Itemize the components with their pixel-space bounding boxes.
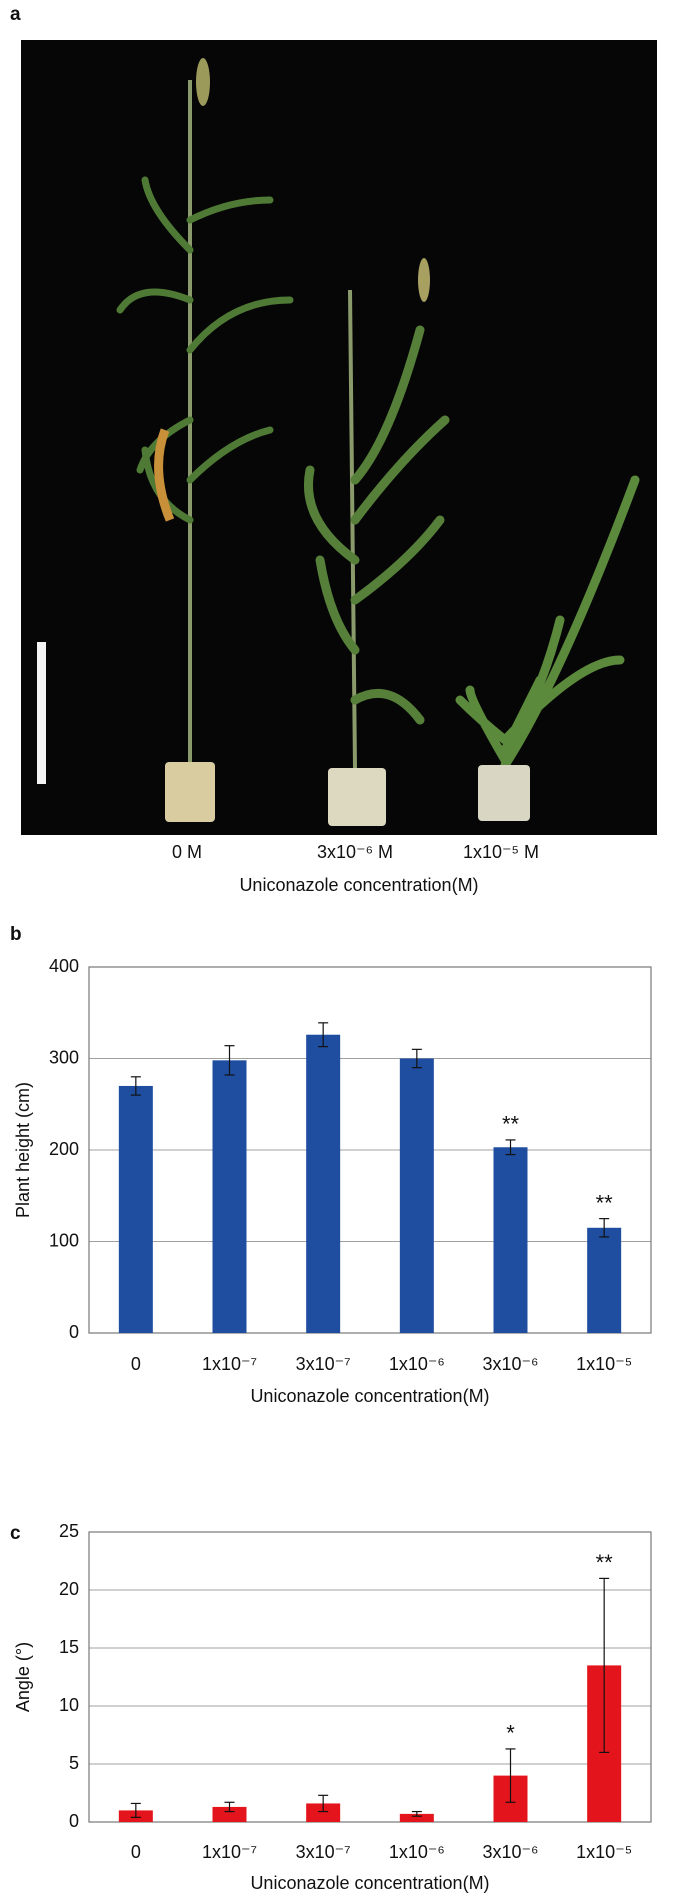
x-tick-label: 3x10⁻⁶ <box>483 1354 539 1374</box>
x-tick-label: 1x10⁻⁷ <box>202 1842 257 1862</box>
significance-label: * <box>506 1721 515 1746</box>
x-axis-title: Uniconazole concentration(M) <box>250 1386 489 1406</box>
bar <box>399 1058 434 1333</box>
x-tick-label: 1x10⁻⁶ <box>389 1354 445 1374</box>
x-axis-title: Uniconazole concentration(M) <box>250 1873 489 1893</box>
panel-label: a <box>10 4 21 25</box>
y-tick-label: 100 <box>49 1230 79 1250</box>
x-tick-label: 1x10⁻⁶ <box>389 1842 445 1862</box>
y-axis-title: Angle (°) <box>13 1642 33 1712</box>
plant-label: 3x10⁻⁶ M <box>317 842 393 862</box>
y-axis-title: Plant height (cm) <box>13 1082 33 1218</box>
x-tick-label: 1x10⁻⁵ <box>576 1354 632 1374</box>
bar <box>306 1803 341 1822</box>
bar <box>399 1813 434 1822</box>
x-tick-label: 3x10⁻⁷ <box>296 1842 351 1862</box>
y-tick-label: 200 <box>49 1139 79 1159</box>
y-tick-label: 400 <box>49 956 79 976</box>
y-tick-label: 0 <box>69 1322 79 1342</box>
y-tick-label: 5 <box>69 1753 79 1773</box>
plant-label: 1x10⁻⁵ M <box>463 842 539 862</box>
x-tick-label: 3x10⁻⁶ <box>483 1842 539 1862</box>
bar <box>118 1085 153 1333</box>
panel-label: b <box>10 924 22 945</box>
significance-label: ** <box>502 1112 520 1137</box>
bar <box>493 1147 528 1333</box>
x-tick-label: 0 <box>131 1354 141 1374</box>
y-tick-label: 20 <box>59 1579 79 1599</box>
significance-label: ** <box>596 1190 614 1215</box>
significance-label: ** <box>596 1550 614 1575</box>
plot-frame <box>88 1531 652 1823</box>
plot-frame <box>88 966 652 1334</box>
bar <box>587 1227 622 1333</box>
y-tick-label: 15 <box>59 1637 79 1657</box>
x-tick-label: 1x10⁻⁵ <box>576 1842 632 1862</box>
x-tick-label: 3x10⁻⁷ <box>296 1354 351 1374</box>
y-tick-label: 0 <box>69 1811 79 1831</box>
x-axis-title: Uniconazole concentration(M) <box>239 875 478 895</box>
y-tick-label: 25 <box>59 1521 79 1541</box>
bar <box>212 1806 247 1822</box>
y-tick-label: 300 <box>49 1047 79 1067</box>
photo <box>21 40 657 835</box>
bar <box>306 1034 341 1333</box>
bar <box>212 1060 247 1333</box>
x-tick-label: 1x10⁻⁷ <box>202 1354 257 1374</box>
plant-label: 0 M <box>172 842 202 862</box>
panel-label: c <box>10 1523 21 1544</box>
x-tick-label: 0 <box>131 1842 141 1862</box>
y-tick-label: 10 <box>59 1695 79 1715</box>
